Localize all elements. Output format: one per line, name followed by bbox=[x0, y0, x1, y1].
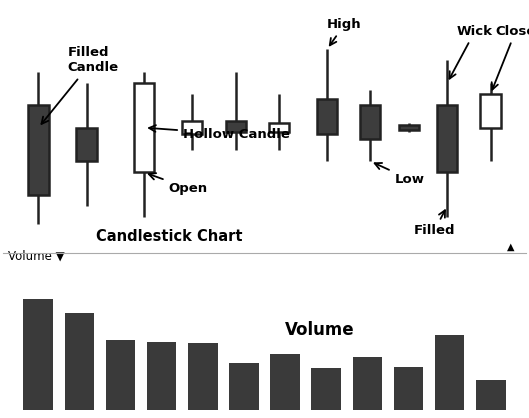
Bar bbox=[188, 344, 217, 410]
Text: Filled
Candle: Filled Candle bbox=[41, 46, 118, 124]
Text: Filled: Filled bbox=[414, 210, 455, 237]
Text: Wick: Wick bbox=[450, 25, 493, 79]
Bar bbox=[23, 299, 53, 410]
Bar bbox=[480, 94, 500, 127]
Text: Candlestick Chart: Candlestick Chart bbox=[96, 229, 243, 244]
Bar bbox=[399, 125, 419, 130]
Bar bbox=[229, 363, 259, 410]
Bar bbox=[134, 83, 154, 172]
Bar bbox=[269, 123, 289, 132]
Bar bbox=[437, 105, 458, 172]
Bar bbox=[106, 340, 135, 410]
Bar bbox=[270, 354, 300, 410]
Bar bbox=[352, 357, 382, 410]
Text: Close: Close bbox=[491, 25, 529, 89]
Bar bbox=[65, 313, 94, 410]
Bar bbox=[147, 342, 177, 410]
Bar bbox=[435, 334, 464, 410]
Bar bbox=[476, 380, 506, 410]
Text: Hollow Candle: Hollow Candle bbox=[149, 125, 289, 141]
Text: Volume ▼: Volume ▼ bbox=[8, 249, 65, 262]
Text: High: High bbox=[327, 18, 362, 45]
Bar bbox=[317, 99, 337, 134]
Bar bbox=[183, 121, 203, 134]
Text: ▲: ▲ bbox=[507, 242, 514, 252]
Bar bbox=[29, 105, 49, 195]
Bar bbox=[77, 127, 97, 161]
Bar bbox=[225, 121, 246, 132]
Text: Open: Open bbox=[149, 173, 207, 195]
Bar bbox=[312, 368, 341, 410]
Text: Volume: Volume bbox=[285, 321, 354, 339]
Bar bbox=[360, 105, 380, 139]
Bar bbox=[394, 367, 423, 410]
Text: Low: Low bbox=[375, 163, 424, 186]
